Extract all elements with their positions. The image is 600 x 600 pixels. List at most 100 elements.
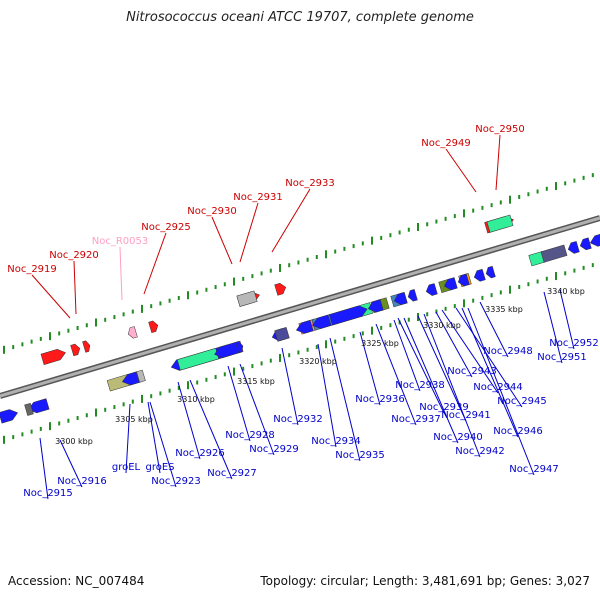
gene	[425, 283, 438, 296]
gene-shape	[121, 371, 140, 386]
kbp-label: 3325 kbp	[361, 339, 399, 348]
gene-label: Noc_2945	[497, 396, 547, 407]
callout-line	[559, 289, 575, 350]
gene-callouts: Noc_2919 Noc_2920 Noc_R0053 Noc_2925 Noc_293…	[7, 124, 599, 500]
callout-line	[143, 232, 167, 295]
gene	[567, 241, 580, 254]
gene-shape	[176, 347, 220, 371]
gene-shape	[407, 289, 418, 302]
kbp-label: 3305 kbp	[115, 415, 153, 424]
gene	[540, 244, 568, 263]
kbp-scale: 3300 kbp 3305 kbp 3310 kbp 3315 kbp 3320 kbp…	[55, 287, 585, 446]
callout-line	[281, 347, 299, 426]
gene-shape	[589, 233, 600, 247]
gene	[579, 237, 592, 251]
gene-shape	[579, 237, 592, 251]
gene-label: groEL	[112, 462, 141, 473]
gene-shape	[40, 349, 66, 365]
gene-shape	[148, 320, 159, 334]
gene-label: Noc_2927	[207, 468, 257, 479]
gene	[176, 347, 220, 371]
gene-label: Noc_2932	[273, 414, 323, 425]
kbp-label: 3340 kbp	[547, 287, 585, 296]
callout-line	[227, 365, 251, 442]
gene-shape	[235, 341, 244, 354]
gene-label: Noc_2949	[421, 138, 471, 149]
callout-line	[495, 134, 501, 191]
gene-label: Noc_2926	[175, 448, 225, 459]
gene	[127, 326, 138, 339]
gene-shape	[127, 326, 138, 339]
callout-line	[317, 343, 337, 448]
gene-shape	[295, 319, 314, 334]
callout-line	[445, 148, 477, 193]
callout-line	[189, 379, 233, 480]
gene	[121, 371, 140, 386]
gene-label: Noc_2937	[391, 414, 441, 425]
gene-label: Noc_2942	[455, 446, 505, 457]
gene	[589, 233, 600, 247]
gene	[274, 327, 290, 342]
topology-text: Topology: circular; Length: 3,481,691 bp…	[260, 574, 590, 588]
callout-line	[441, 309, 499, 394]
gene	[0, 409, 19, 424]
gene	[443, 277, 458, 291]
kbp-label: 3315 kbp	[237, 377, 275, 386]
gene-label: Noc_2933	[285, 178, 335, 189]
callout-line	[149, 401, 177, 488]
callout-line	[461, 307, 519, 438]
callout-line	[417, 315, 467, 422]
gene-label: Noc_2925	[141, 222, 191, 233]
callout-line	[39, 437, 49, 500]
gene	[70, 343, 81, 357]
callout-line	[435, 311, 473, 378]
gene-label: Noc_2920	[49, 250, 99, 261]
gene	[311, 314, 332, 329]
gene-label: Noc_2948	[483, 346, 533, 357]
gene-label: Noc_2930	[187, 206, 237, 217]
accession-text: Accession: NC_007484	[8, 574, 145, 588]
callout-line	[543, 291, 563, 364]
gene	[486, 214, 514, 233]
gene-label: Noc_2950	[475, 124, 525, 135]
callout-line	[479, 301, 509, 358]
gene-label: Noc_2951	[537, 352, 587, 363]
gene	[367, 299, 384, 313]
backbone	[0, 215, 600, 399]
gene	[328, 305, 368, 326]
gene	[235, 341, 244, 354]
gene-label: Noc_2947	[509, 464, 559, 475]
gene-label: groES	[145, 462, 174, 473]
gene-label: Noc_2940	[433, 432, 483, 443]
gene-shape	[311, 314, 332, 329]
gene-label: Noc_2928	[225, 430, 275, 441]
callout-line	[393, 319, 421, 392]
callout-line	[211, 216, 233, 265]
gene-shape	[236, 290, 258, 307]
gene-label: Noc_2923	[151, 476, 201, 487]
gene-shape	[443, 277, 458, 291]
gene-label: Noc_2915	[23, 488, 73, 499]
gene-label: Noc_2946	[493, 426, 543, 437]
gene-shape	[473, 268, 486, 282]
gene-label: Noc_2934	[311, 436, 361, 447]
gene-label: Noc_2944	[473, 382, 523, 393]
callout-line	[271, 188, 311, 253]
gene	[393, 292, 408, 306]
tick-tracks	[3, 173, 594, 444]
gene-label: Noc_2943	[447, 366, 497, 377]
gene-shape	[425, 283, 438, 296]
gene-label: Noc_2936	[355, 394, 405, 405]
gene	[274, 282, 287, 296]
gene	[136, 369, 146, 383]
callout-line	[455, 307, 523, 408]
gene-shape	[70, 343, 81, 357]
callout-line	[31, 274, 71, 319]
map-title: Nitrosococcus oceani ATCC 19707, complet…	[126, 10, 474, 25]
callout-line	[59, 439, 83, 488]
kbp-label: 3330 kbp	[423, 321, 461, 330]
kbp-label: 3335 kbp	[485, 305, 523, 314]
callout-line	[177, 381, 201, 460]
callout-line	[239, 202, 259, 263]
